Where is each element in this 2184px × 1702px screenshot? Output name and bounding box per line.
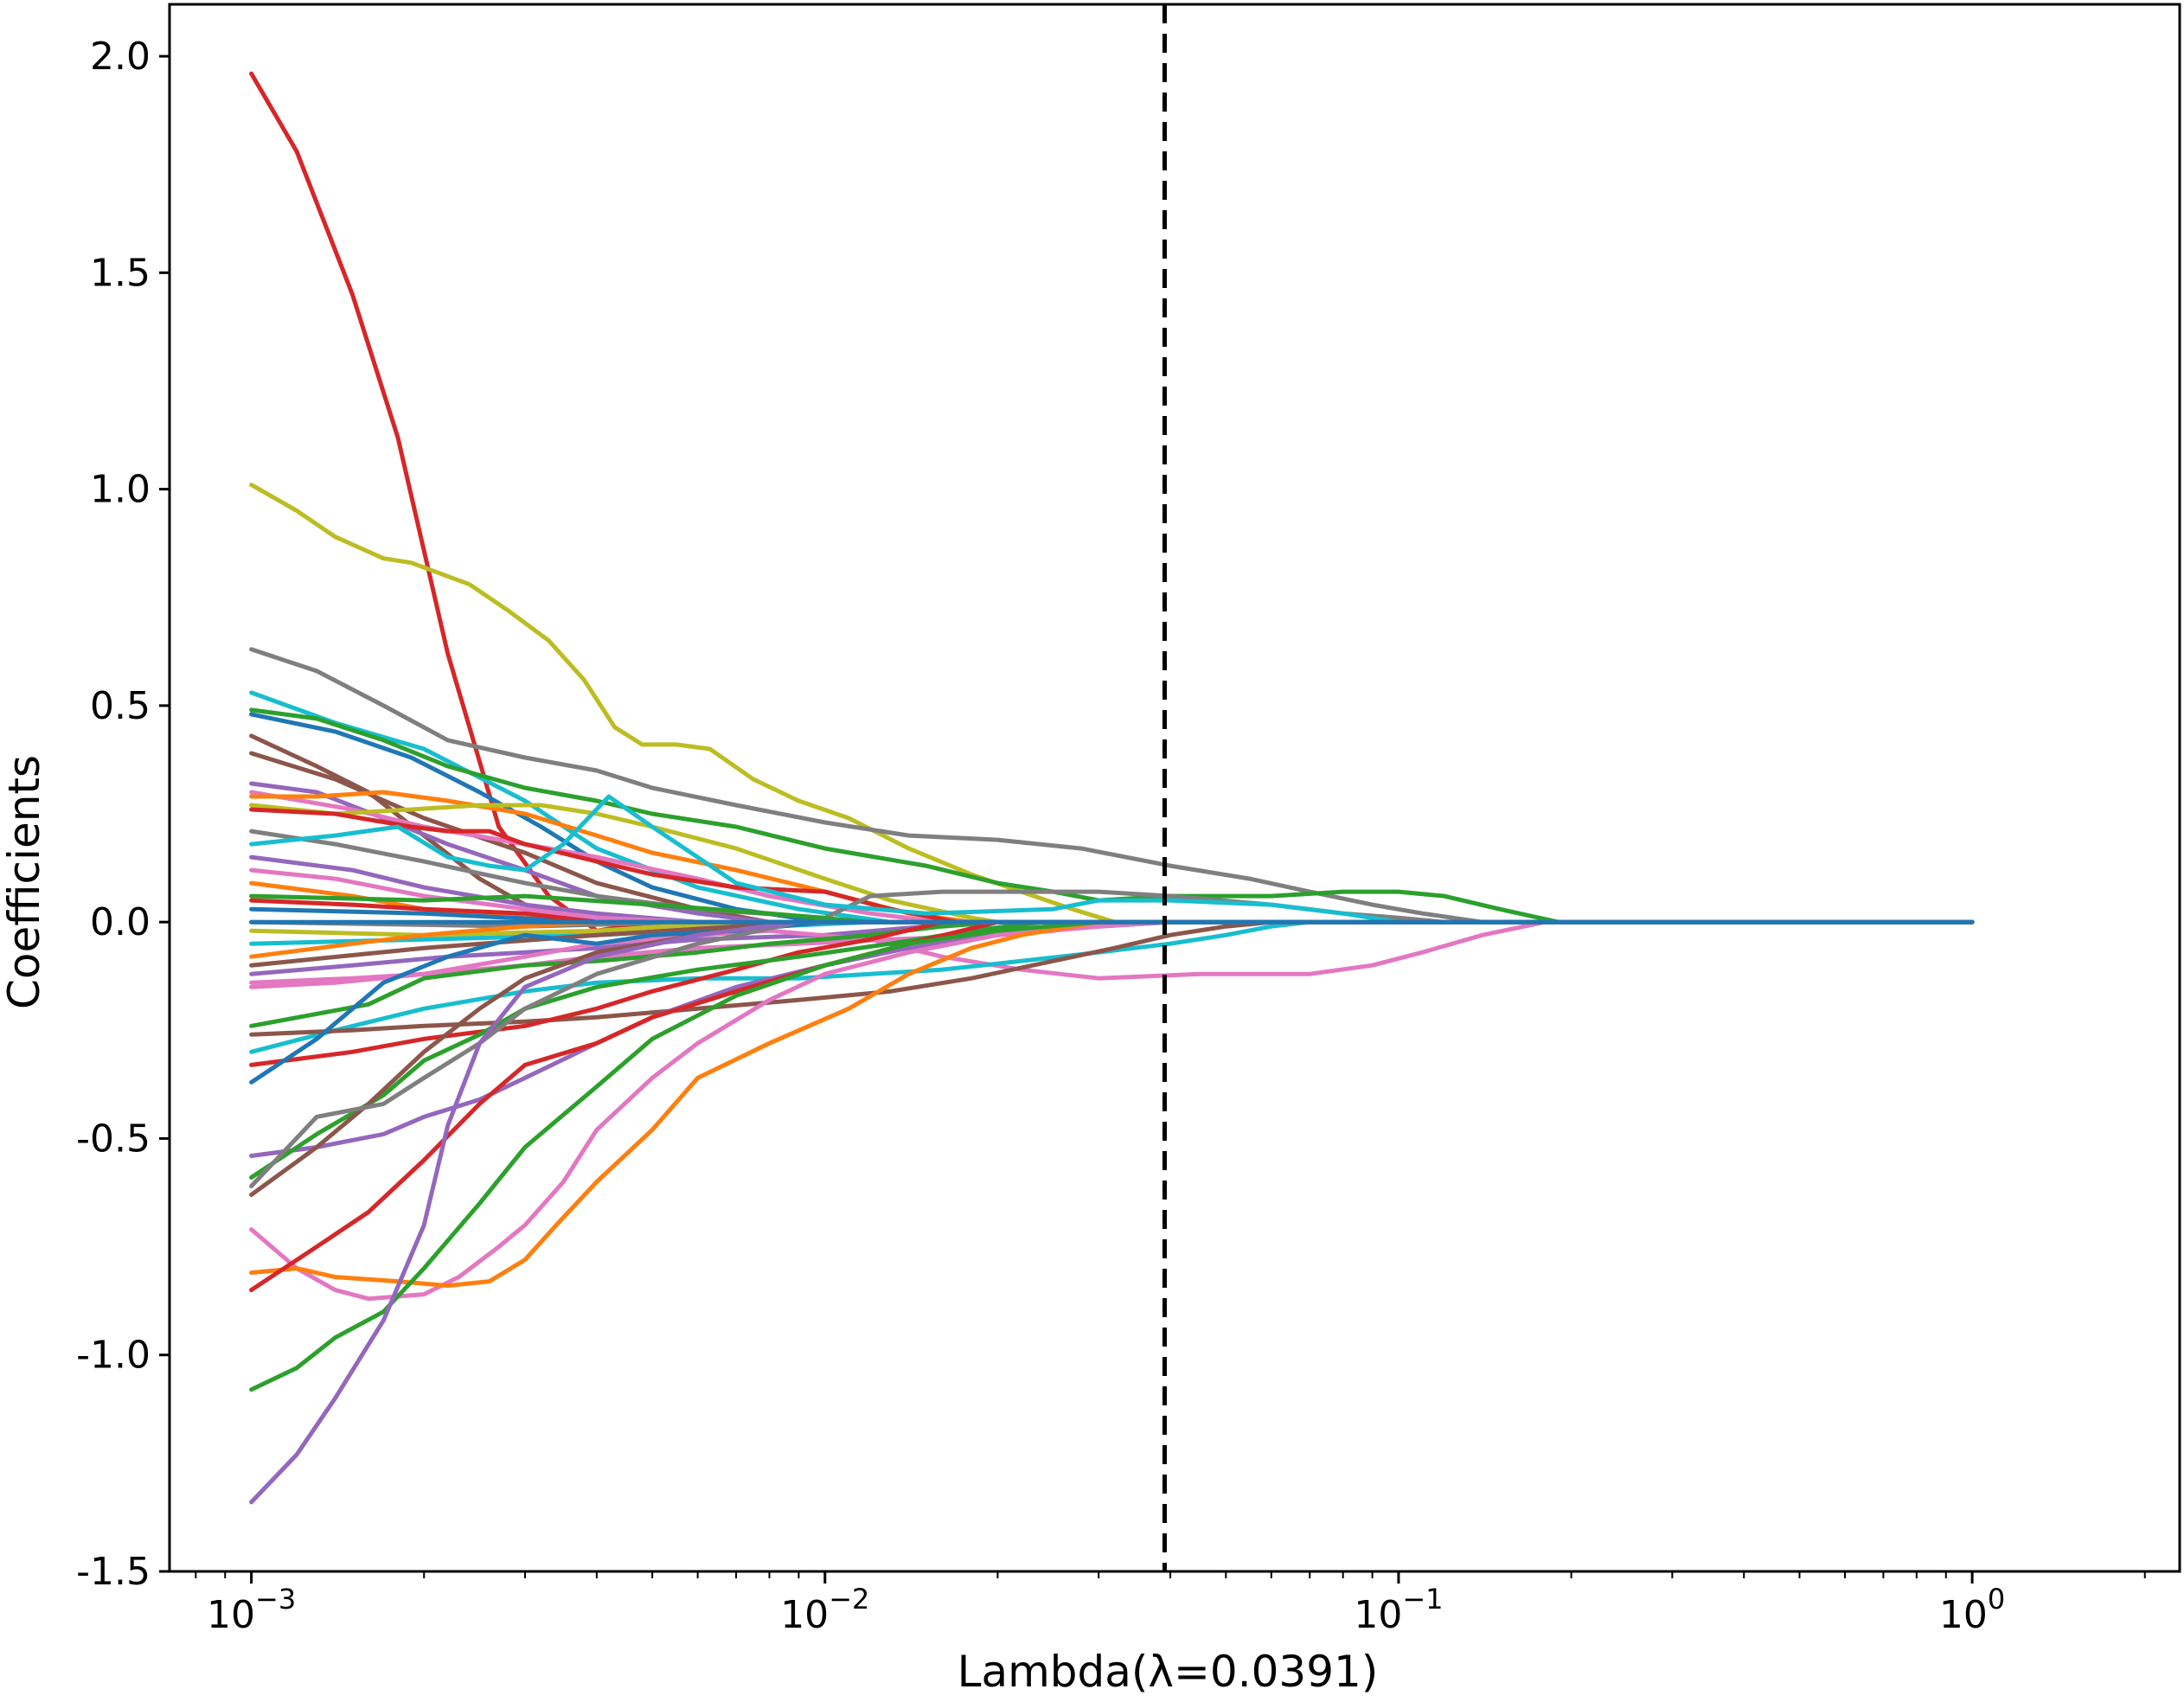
coefficient-line-33 — [249, 919, 1975, 1067]
coefficient-line-1 — [249, 71, 1975, 933]
x-axis-title: Lambda(λ=0.0391) — [958, 1647, 1379, 1697]
x-tick-label: 100 — [1939, 1583, 2005, 1637]
series-lines — [249, 71, 1975, 1505]
coefficient-line-4 — [249, 690, 1975, 925]
coefficient-line-43 — [249, 919, 1975, 1505]
y-tick-label: -1.5 — [76, 1550, 151, 1594]
coefficient-line-3 — [249, 647, 1975, 925]
coefficient-line-40 — [249, 919, 1975, 1289]
x-tick-label: 10−3 — [207, 1583, 296, 1637]
y-tick-label: 2.0 — [90, 35, 151, 79]
y-tick-label: 0.5 — [90, 684, 151, 728]
coefficient-line-39 — [249, 919, 1975, 1302]
x-axis-ticks: 10−3 10−2 10−1 100 — [195, 1571, 2146, 1637]
coefficient-line-5 — [249, 707, 1975, 925]
coefficient-line-30 — [249, 919, 1975, 1054]
coefficient-line-10 — [249, 790, 1975, 925]
coefficient-line-31 — [249, 919, 1975, 1028]
y-tick-label: -0.5 — [76, 1117, 151, 1161]
y-tick-label: -1.0 — [76, 1334, 151, 1378]
coefficient-line-15 — [249, 794, 1975, 925]
x-tick-label: 10−2 — [780, 1583, 869, 1637]
y-tick-label: 1.0 — [90, 468, 151, 512]
y-axis-title: Coefficients — [0, 755, 49, 1009]
coefficient-line-36 — [249, 919, 1975, 1180]
coefficient-line-34 — [249, 919, 1975, 1085]
coefficient-line-38 — [249, 919, 1975, 1188]
coefficient-line-37 — [249, 919, 1975, 1197]
coefficient-line-42 — [249, 919, 1975, 1392]
plot-frame — [168, 3, 2181, 1573]
y-axis-ticks: 2.0 1.5 1.0 0.5 0.0 -0.5 -1.0 -1.5 — [76, 35, 170, 1594]
y-tick-label: 1.5 — [90, 251, 151, 295]
y-tick-label: 0.0 — [90, 900, 151, 944]
x-tick-label: 10−1 — [1354, 1583, 1443, 1637]
